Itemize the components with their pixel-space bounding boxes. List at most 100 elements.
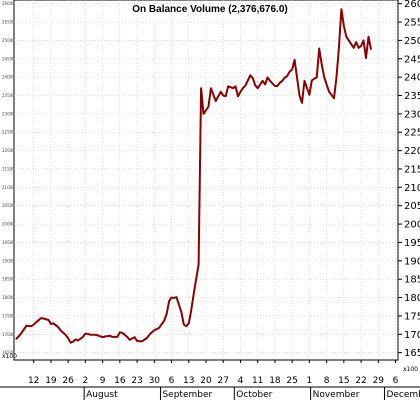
obv-data-point [321,63,323,65]
obv-data-point [146,337,148,339]
obv-data-point [42,317,45,320]
obv-data-point [291,68,293,71]
obv-data-point [84,332,86,335]
left-tick-label: 20000 [2,222,15,227]
left-tick-label: 18500 [2,277,15,282]
obv-data-point [254,84,256,86]
x-tick-label: 1 [307,376,313,386]
series-layer [15,8,372,344]
left-tick-label: 19000 [2,258,15,263]
obv-data-point [367,36,370,38]
right-tick-label: 210 [404,183,420,194]
obv-data-point [279,82,281,84]
month-label: September [162,390,212,400]
right-tick-label: 165 [404,348,420,359]
obv-data-point [185,325,187,327]
obv-data-point [318,47,320,50]
obv-data-point [158,327,160,329]
x-tick-label: 29 [373,376,385,386]
right-tick-label: 185 [404,275,420,286]
obv-data-point [82,336,84,338]
obv-data-point [126,336,128,338]
right-tick-label: 195 [404,238,420,249]
grid-lines [14,0,398,360]
obv-data-point [264,83,266,86]
right-tick-label: 245 [404,54,420,65]
obv-data-point [234,85,237,87]
obv-data-point [25,325,27,327]
obv-data-point [153,329,155,331]
obv-data-point [67,337,69,339]
obv-data-point [163,320,165,322]
obv-data-point [198,263,200,266]
obv-data-point [136,340,138,342]
x-tick-label: 30 [149,376,161,386]
obv-data-point [308,94,310,96]
left-tick-label: 19500 [2,240,15,245]
left-tick-label: 25000 [2,38,15,43]
obv-data-point [358,47,360,49]
x-tick-label: 9 [100,376,106,386]
obv-data-point [222,94,224,97]
obv-data-point [274,85,276,87]
x-tick-label: 26 [62,376,74,386]
obv-data-point [129,339,131,341]
obv-data-point [350,43,352,45]
obv-data-point [173,297,175,299]
obv-data-point [180,311,182,313]
left-tick-label: 17000 [2,332,15,337]
left-tick-label: 24000 [2,75,15,80]
obv-data-point [104,335,106,338]
left-tick-label: 22500 [2,130,15,135]
right-tick-label: 260 [404,0,420,10]
obv-data-point [77,339,79,342]
obv-data-point [175,296,178,298]
obv-data-point [281,80,283,82]
obv-data-point [119,331,121,334]
obv-data-point [190,309,192,312]
right-tick-label: 215 [404,164,420,175]
obv-data-point [65,334,67,336]
right-tick-label: 255 [404,18,420,29]
obv-data-point [220,91,222,93]
obv-data-point [60,330,62,332]
left-tick-label: 24500 [2,56,15,61]
obv-data-point [89,334,91,336]
right-tick-label: 235 [404,91,420,102]
obv-data-point [72,341,74,343]
left-tick-label: 23000 [2,111,15,116]
obv-data-point [237,95,239,97]
obv-data-point [249,74,251,76]
right-tick-label: 200 [404,220,420,231]
obv-data-point [87,333,89,335]
obv-data-point [345,36,347,38]
obv-data-point [94,334,96,336]
obv-data-point [170,296,173,299]
x-axis: 12 19 26 2 9 16 23 30 6 13 20 27 4 11 18 25 1 8 15 22 29 6Aug… [0,360,420,400]
left-tick-label: 18000 [2,295,15,300]
left-tick-label: 22000 [2,148,15,153]
obv-data-point [298,94,301,97]
obv-data-point [33,324,35,326]
obv-data-point [252,77,254,79]
x-tick-label: 19 [45,376,57,386]
obv-data-point [74,338,77,341]
x-tick-label: 6 [169,376,175,386]
obv-data-point [355,41,357,43]
left-axis: 16500 17000 17500 18000 18500 19000 19500 20000… [2,1,15,355]
obv-data-point [266,76,269,79]
obv-data-point [97,334,99,336]
obv-series-line [15,8,372,344]
right-tick-label: 180 [404,293,420,304]
obv-data-point [370,48,372,50]
obv-data-point [193,293,195,295]
obv-data-point [286,75,288,77]
x-tick-label: 20 [200,376,212,386]
obv-data-point [328,91,330,93]
x-tick-label: 13 [183,376,194,386]
right-axis: 165 170 175 180 185 190 195 200 205 210 215 220 225 2… [398,0,420,359]
obv-data-point [121,332,123,334]
obv-data-point [294,59,296,61]
left-tick-label: 25500 [2,20,15,25]
